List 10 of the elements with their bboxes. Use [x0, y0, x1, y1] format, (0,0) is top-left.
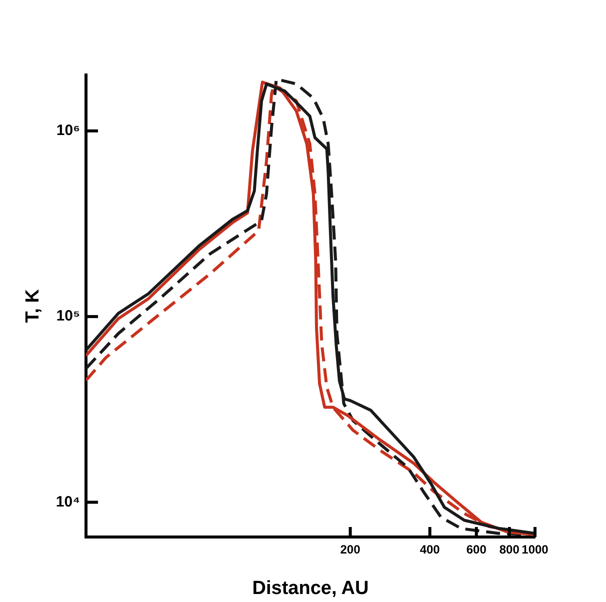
- x-tick-label: 1000: [522, 542, 549, 557]
- x-tick-label: 200: [340, 542, 361, 557]
- x-axis-title: Distance, AU: [252, 578, 369, 599]
- x-tick-label: 800: [499, 542, 520, 557]
- x-tick-label: 400: [420, 542, 440, 557]
- y-tick-label: 10⁴: [56, 493, 80, 510]
- y-axis-title: T, K: [22, 288, 44, 323]
- y-tick-label: 10⁵: [56, 308, 80, 325]
- x-tick-label: 600: [466, 542, 487, 557]
- y-tick-label: 10⁶: [56, 122, 80, 140]
